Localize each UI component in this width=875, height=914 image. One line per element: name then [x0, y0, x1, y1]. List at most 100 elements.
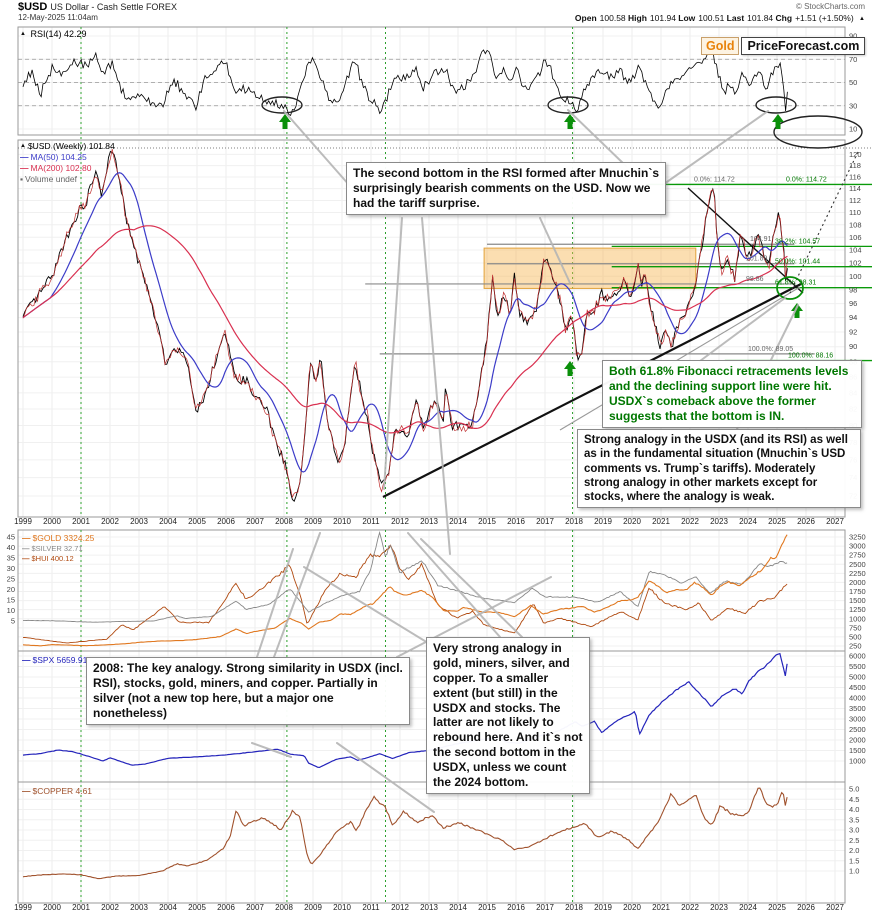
gold-axis-tick-label: 3000: [849, 542, 866, 551]
spx-panel-legend: — $SPX 5659.91: [22, 655, 87, 666]
usd-axis-tick-label: 108: [849, 220, 862, 229]
chart-header: $USD US Dollar - Cash Settle FOREX: [18, 1, 177, 13]
callout-leader-line: [273, 532, 321, 658]
gold-axis-tick-label: 3250: [849, 533, 866, 542]
series-line: [22, 225, 788, 434]
spx-axis-tick-label: 2000: [849, 736, 866, 745]
last-value: 101.84: [747, 13, 774, 23]
silver-axis-tick-label: 15: [7, 596, 15, 605]
rsi-legend-label: RSI(14) 42.29: [30, 29, 87, 39]
copper-legend-label: $COPPER 4.61: [32, 786, 93, 796]
silver-axis-tick-label: 20: [7, 585, 15, 594]
bottom-highlight-ellipse: [261, 96, 303, 114]
copper-axis-tick-label: 1.5: [849, 856, 859, 865]
usd-axis-tick-label: 94: [849, 313, 857, 322]
year-axis-label: 2009: [304, 517, 322, 526]
year-axis-label: 2025: [768, 517, 786, 526]
rsi-axis-tick-label: 70: [849, 55, 857, 64]
trend-line: [382, 283, 802, 498]
spx-axis-tick-label: 2500: [849, 725, 866, 734]
year-axis-label: 2026: [797, 517, 815, 526]
year-axis-label: 2008: [275, 903, 293, 912]
fib-green-label: 100.0%: 88.16: [788, 353, 833, 360]
low-label: Low: [678, 13, 696, 23]
year-axis-label: 2020: [623, 903, 641, 912]
year-axis-label: 2014: [449, 903, 467, 912]
silver-axis-tick-label: 25: [7, 575, 15, 584]
spx-axis-tick-label: 1000: [849, 757, 866, 766]
key-2008-annotation-box: 2008: The key analogy. Strong similarity…: [86, 657, 410, 725]
year-axis-label: 2001: [72, 517, 90, 526]
fib-green-label: 0.0%: 114.72: [786, 176, 827, 183]
copper-axis-tick-label: 3.5: [849, 815, 859, 824]
ma50-swatch: —: [20, 152, 29, 163]
chg-up-arrow-icon: ▲: [859, 16, 865, 22]
spx-axis-tick-label: 6000: [849, 652, 866, 661]
panel-border: [17, 26, 846, 136]
year-axis-label: 2006: [217, 903, 235, 912]
series-line: [22, 150, 788, 502]
callout-leader-line: [396, 576, 552, 658]
hui-legend-label: $HUI 400.12: [31, 553, 74, 563]
quote-line: Open 100.58 High 101.94 Low 100.51 Last 101.…: [575, 13, 865, 23]
year-axis-label: 2007: [246, 903, 264, 912]
rsi-annotation-box: The second bottom in the RSI formed afte…: [346, 162, 666, 215]
year-axis-label: 2016: [507, 903, 525, 912]
callout-leader-line: [699, 297, 786, 362]
ma50-legend-label: MA(50) 104.25: [30, 152, 87, 163]
badge-rest-label: PriceForecast.com: [741, 37, 866, 55]
spx-axis-tick-label: 4500: [849, 683, 866, 692]
series-line: [22, 787, 788, 880]
silver-swatch: —: [22, 544, 30, 554]
silver-axis-tick-label: 35: [7, 554, 15, 563]
usd-axis-tick-label: 116: [849, 173, 861, 182]
open-label: Open: [574, 13, 597, 23]
fib-gray-label: 98.86: [746, 276, 764, 283]
usd-axis-tick-label: 114: [849, 184, 861, 193]
year-axis-label: 2013: [420, 517, 438, 526]
year-axis-label: 2019: [594, 903, 612, 912]
series-line: [22, 544, 788, 644]
callout-leader-line: [303, 566, 434, 647]
year-axis-label: 2007: [246, 517, 264, 526]
rsi-legend: ▲ RSI(14) 42.29: [20, 29, 87, 41]
fib-gray-label: 104.91: [750, 236, 772, 243]
chg-label: Chg: [775, 13, 793, 23]
silver-legend-label: $SILVER 32.71: [31, 544, 83, 554]
gold-priceforecast-badge: Gold PriceForecast.com: [701, 37, 866, 55]
spx-axis-tick-label: 1500: [849, 746, 866, 755]
series-line: [22, 534, 788, 647]
year-axis-label: 2011: [362, 903, 380, 912]
chart-datetime: 12-May-2025 11:04am: [18, 13, 98, 22]
gold-axis-tick-label: 2000: [849, 578, 866, 587]
year-axis-label: 2004: [159, 517, 177, 526]
last-label: Last: [726, 13, 745, 23]
callout-leader-line: [256, 548, 294, 658]
ma200-swatch: —: [20, 163, 29, 174]
high-value: 101.94: [649, 13, 676, 23]
rsi-axis-tick-label: 90: [849, 32, 857, 41]
panel-collapse-icon: ▲: [20, 31, 26, 37]
usd-axis-tick-label: 118: [849, 161, 861, 170]
green-up-arrow-icon: [564, 114, 576, 129]
year-axis-label: 2018: [565, 903, 583, 912]
year-axis-label: 2004: [159, 903, 177, 912]
year-axis-label: 2023: [710, 517, 728, 526]
gold-axis-tick-label: 1500: [849, 596, 866, 605]
series-line: [22, 149, 788, 499]
year-axis-label: 1999: [14, 903, 32, 912]
year-axis-label: 2016: [507, 517, 525, 526]
gold-axis-tick-label: 750: [849, 623, 862, 632]
green-up-arrow-icon: [564, 361, 576, 376]
year-axis-label: 2024: [739, 517, 757, 526]
year-axis-label: 2008: [275, 517, 293, 526]
usd-axis-tick-label: 90: [849, 342, 857, 351]
gold-axis-tick-label: 1000: [849, 614, 866, 623]
year-axis-label: 2003: [130, 517, 148, 526]
consolidation-highlight-box: [483, 247, 697, 289]
gold-axis-tick-label: 250: [849, 642, 862, 651]
bottom-highlight-ellipse: [755, 96, 797, 114]
silver-axis-tick-label: 10: [7, 606, 15, 615]
